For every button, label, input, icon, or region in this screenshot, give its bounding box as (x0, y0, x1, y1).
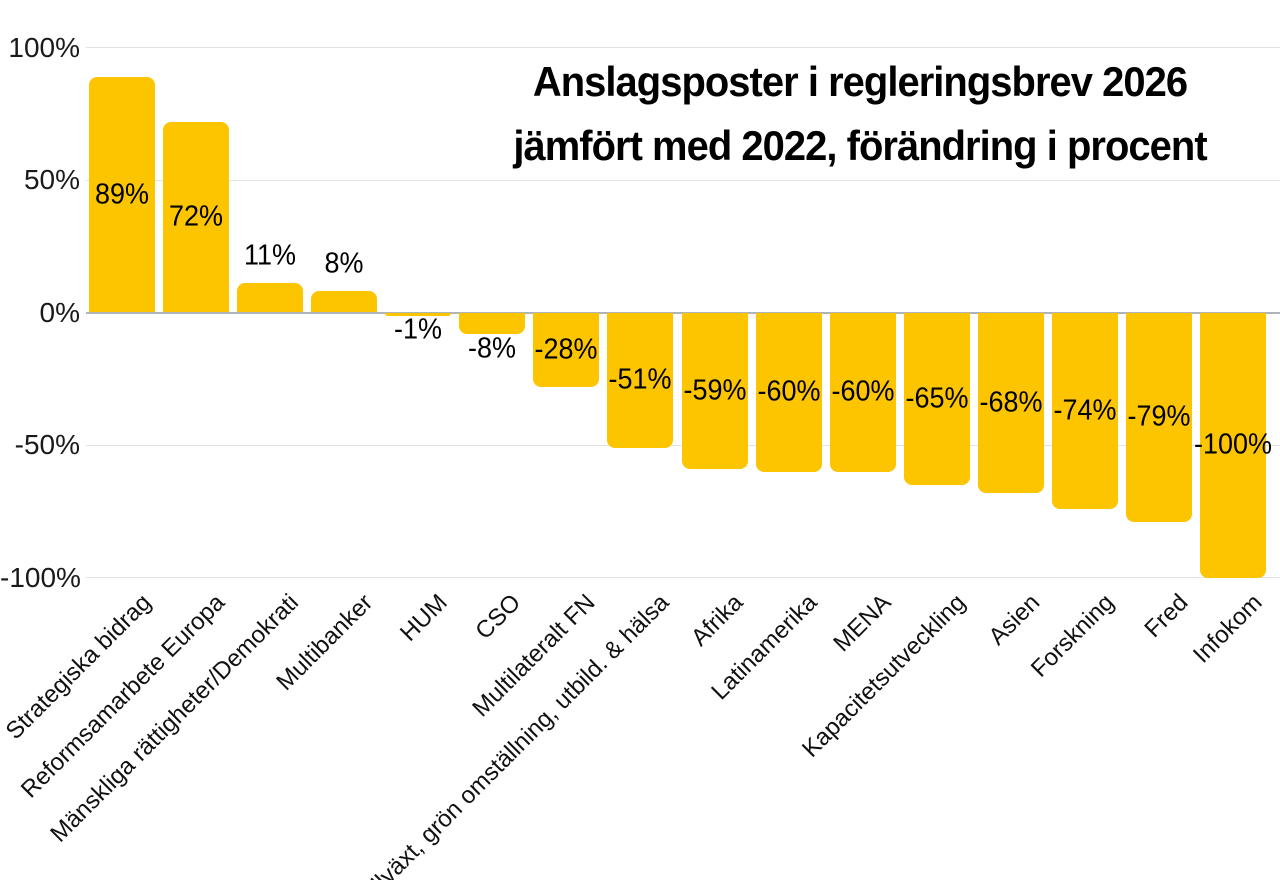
bar-value-label: 8% (324, 247, 364, 280)
bar-value-label: -1% (394, 313, 443, 346)
bar-value-label: -65% (905, 382, 969, 415)
bar (89, 76, 155, 313)
gridline (86, 577, 1280, 578)
bar-value-label: -60% (757, 375, 821, 408)
category-label: Fred (1139, 589, 1194, 643)
bar-value-label: -59% (683, 374, 747, 407)
bar-value-label: 11% (244, 239, 297, 272)
bar-value-label: -79% (1127, 400, 1191, 433)
bar (977, 312, 1044, 493)
y-axis-tick-label: 50% (23, 164, 80, 195)
category-label: Infokom (1187, 589, 1268, 669)
bar-value-label: -74% (1053, 394, 1117, 427)
bar-value-label: -51% (609, 363, 672, 396)
bar (385, 312, 452, 316)
bar (237, 283, 304, 313)
category-label: CSO (470, 589, 527, 645)
bar (533, 312, 600, 387)
bar-value-label: -100% (1194, 428, 1273, 461)
bar (459, 312, 526, 334)
bar (311, 291, 378, 313)
bar (1200, 312, 1267, 578)
bar-value-label: 72% (169, 200, 224, 233)
bar (829, 312, 896, 472)
chart-title-line2: jämfört med 2022, förändring i procent (513, 122, 1207, 169)
y-axis-tick-label: 100% (8, 31, 80, 63)
bar-value-label: 89% (95, 178, 149, 211)
category-label: MENA (828, 589, 897, 658)
chart-title-line1: Anslagsposter i regleringsbrev 2026 (532, 58, 1188, 105)
bar (903, 312, 970, 485)
bar (607, 312, 674, 448)
y-axis-tick-label: -50% (14, 429, 80, 460)
bar (681, 312, 748, 469)
gridline (86, 47, 1280, 48)
bar-value-label: -68% (979, 386, 1043, 419)
gridline (86, 179, 1280, 181)
bar-value-label: -28% (534, 333, 598, 366)
y-axis-tick-label: 0% (39, 296, 80, 328)
bar (1051, 312, 1118, 509)
bar (755, 312, 822, 472)
category-label: Afrika (686, 589, 749, 652)
bar (163, 121, 230, 313)
y-axis-tick-label: -100% (0, 561, 81, 593)
bar-value-label: -60% (831, 375, 895, 408)
bar-value-label: -8% (468, 332, 517, 365)
bar (1125, 312, 1192, 522)
category-label: HUM (394, 589, 453, 647)
category-label: Asien (983, 589, 1045, 651)
chart-title: Anslagsposter i regleringsbrev 2026 jämf… (452, 50, 1269, 178)
